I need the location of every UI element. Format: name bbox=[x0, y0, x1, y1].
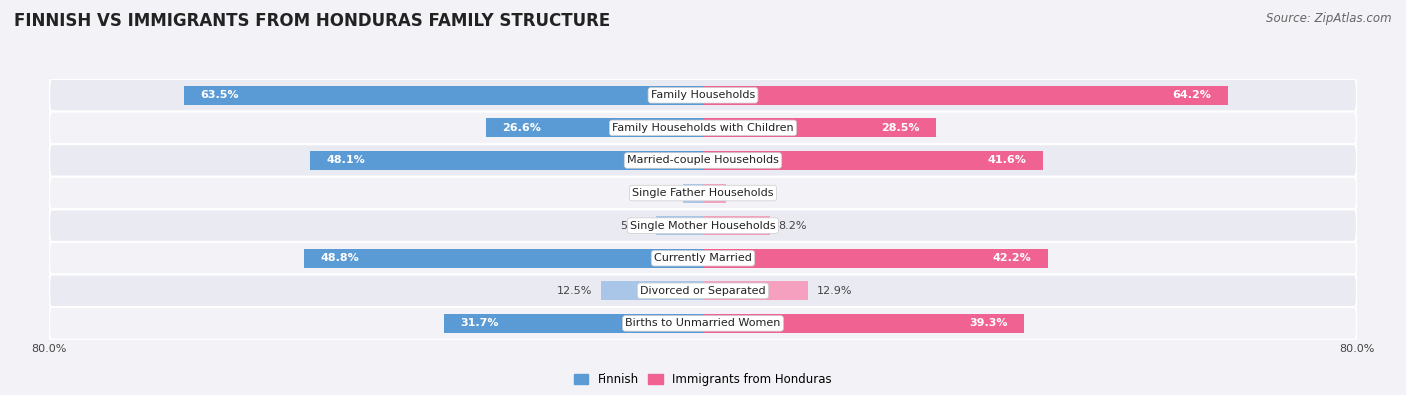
Text: 5.7%: 5.7% bbox=[620, 221, 648, 231]
Text: Currently Married: Currently Married bbox=[654, 253, 752, 263]
Text: 28.5%: 28.5% bbox=[882, 123, 920, 133]
Text: 2.4%: 2.4% bbox=[647, 188, 675, 198]
FancyBboxPatch shape bbox=[49, 177, 1357, 209]
Text: Single Mother Households: Single Mother Households bbox=[630, 221, 776, 231]
Bar bbox=[184, 86, 703, 105]
Bar bbox=[657, 216, 703, 235]
Bar bbox=[703, 118, 936, 137]
Text: Divorced or Separated: Divorced or Separated bbox=[640, 286, 766, 296]
FancyBboxPatch shape bbox=[49, 307, 1357, 340]
Text: Married-couple Households: Married-couple Households bbox=[627, 156, 779, 166]
FancyBboxPatch shape bbox=[49, 209, 1357, 242]
Text: 39.3%: 39.3% bbox=[969, 318, 1008, 328]
Bar bbox=[703, 151, 1043, 170]
Bar bbox=[683, 184, 703, 203]
Text: 64.2%: 64.2% bbox=[1173, 90, 1212, 100]
Bar bbox=[703, 281, 808, 300]
Text: 41.6%: 41.6% bbox=[988, 156, 1026, 166]
Bar bbox=[703, 184, 725, 203]
Text: 12.5%: 12.5% bbox=[557, 286, 593, 296]
FancyBboxPatch shape bbox=[49, 242, 1357, 275]
FancyBboxPatch shape bbox=[49, 111, 1357, 144]
Text: Family Households with Children: Family Households with Children bbox=[612, 123, 794, 133]
Text: 26.6%: 26.6% bbox=[502, 123, 541, 133]
Text: 48.8%: 48.8% bbox=[321, 253, 360, 263]
FancyBboxPatch shape bbox=[49, 144, 1357, 177]
Text: Single Father Households: Single Father Households bbox=[633, 188, 773, 198]
Text: 12.9%: 12.9% bbox=[817, 286, 852, 296]
Text: Family Households: Family Households bbox=[651, 90, 755, 100]
Bar bbox=[600, 281, 703, 300]
Bar bbox=[703, 314, 1024, 333]
Text: 48.1%: 48.1% bbox=[326, 156, 366, 166]
Text: FINNISH VS IMMIGRANTS FROM HONDURAS FAMILY STRUCTURE: FINNISH VS IMMIGRANTS FROM HONDURAS FAMI… bbox=[14, 12, 610, 30]
Text: 42.2%: 42.2% bbox=[993, 253, 1032, 263]
FancyBboxPatch shape bbox=[49, 275, 1357, 307]
Bar bbox=[444, 314, 703, 333]
Legend: Finnish, Immigrants from Honduras: Finnish, Immigrants from Honduras bbox=[569, 369, 837, 391]
FancyBboxPatch shape bbox=[49, 79, 1357, 111]
Bar bbox=[309, 151, 703, 170]
Text: 31.7%: 31.7% bbox=[460, 318, 499, 328]
Bar bbox=[703, 86, 1227, 105]
Text: 8.2%: 8.2% bbox=[778, 221, 807, 231]
Text: Source: ZipAtlas.com: Source: ZipAtlas.com bbox=[1267, 12, 1392, 25]
Bar bbox=[703, 216, 770, 235]
Bar bbox=[485, 118, 703, 137]
Text: Births to Unmarried Women: Births to Unmarried Women bbox=[626, 318, 780, 328]
Text: 2.8%: 2.8% bbox=[734, 188, 762, 198]
Bar bbox=[703, 249, 1047, 268]
Bar bbox=[304, 249, 703, 268]
Text: 63.5%: 63.5% bbox=[201, 90, 239, 100]
